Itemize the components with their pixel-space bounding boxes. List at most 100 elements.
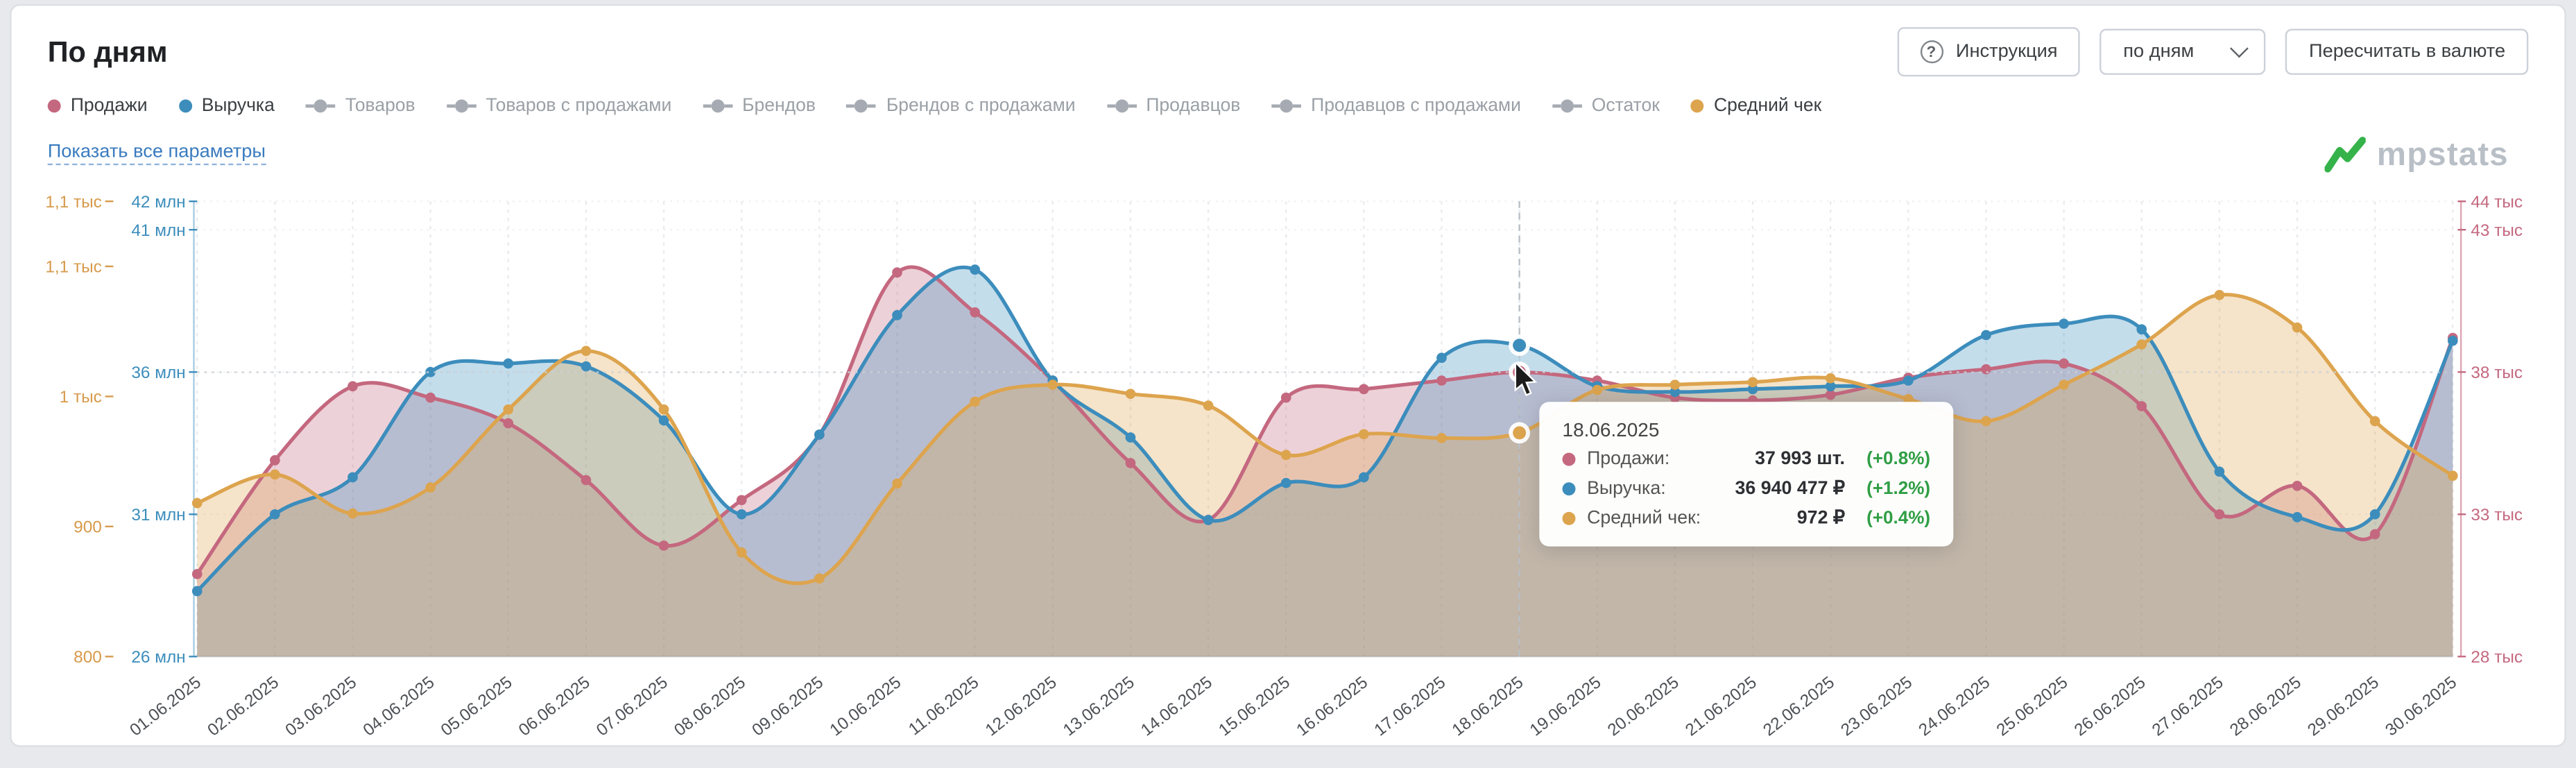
legend-item[interactable]: Остаток: [1552, 96, 1660, 116]
tooltip-row-sales: Продажи: 37 993 шт. (+0.8%): [1562, 449, 1931, 470]
chart-area: mpstats 1,1 тыс 1,1 тыс 1 тыс 900 800 42 млн 4…: [12, 137, 2565, 740]
svg-text:26.06.2025: 26.06.2025: [2071, 673, 2149, 740]
svg-text:17.06.2025: 17.06.2025: [1371, 673, 1450, 740]
sales-series-dot: [1562, 452, 1576, 466]
legend-item[interactable]: Товаров с продажами: [446, 96, 672, 117]
question-circle-icon: ?: [1919, 40, 1943, 64]
tooltip-series-name: Продажи:: [1587, 449, 1670, 470]
tooltip-series-change: (+1.2%): [1866, 478, 1931, 498]
svg-text:01.06.2025: 01.06.2025: [126, 673, 205, 740]
svg-text:44 тыс: 44 тыс: [2471, 193, 2523, 212]
legend-series-dot: [846, 99, 877, 113]
legend-item[interactable]: Продавцов: [1106, 96, 1241, 117]
link-row: Показать все параметры: [12, 116, 2565, 166]
avg-check-series-dot: [1562, 511, 1576, 524]
watermark-text: mpstats: [2376, 137, 2509, 173]
legend-item-label: Товаров с продажами: [486, 96, 672, 117]
legend-item-label: Продавцов: [1146, 96, 1241, 117]
svg-text:07.06.2025: 07.06.2025: [593, 673, 671, 740]
legend-series-dot: [1106, 99, 1137, 113]
legend-item[interactable]: Продавцов с продажами: [1271, 96, 1521, 116]
recalculate-currency-button[interactable]: Пересчитать в валюте: [2285, 28, 2529, 75]
svg-text:19.06.2025: 19.06.2025: [1527, 673, 1605, 740]
svg-text:18.06.2025: 18.06.2025: [1449, 673, 1527, 740]
svg-text:1 тыс: 1 тыс: [60, 388, 102, 407]
svg-text:04.06.2025: 04.06.2025: [360, 673, 438, 740]
legend-item[interactable]: Выручка: [178, 96, 275, 117]
svg-text:27.06.2025: 27.06.2025: [2149, 673, 2227, 740]
svg-text:16.06.2025: 16.06.2025: [1293, 673, 1371, 740]
legend-series-dot: [446, 99, 476, 113]
period-select-value: по дням: [2123, 42, 2195, 62]
legend-series-dot: [305, 99, 336, 113]
legend-item[interactable]: Товаров: [305, 96, 415, 117]
legend-series-dot: [1271, 99, 1301, 113]
svg-text:31 млн: 31 млн: [131, 506, 185, 524]
svg-text:13.06.2025: 13.06.2025: [1060, 673, 1138, 740]
legend-item-label: Товаров: [345, 96, 415, 117]
svg-text:41 млн: 41 млн: [131, 221, 185, 240]
legend-item-label: Продавцов с продажами: [1311, 96, 1521, 117]
instruction-button[interactable]: ? Инструкция: [1896, 27, 2081, 77]
svg-text:10.06.2025: 10.06.2025: [827, 673, 905, 740]
chart-canvas[interactable]: 1,1 тыс 1,1 тыс 1 тыс 900 800 42 млн 41 млн 36 …: [12, 188, 2565, 740]
legend-series-dot: [1552, 99, 1582, 113]
tooltip-series-name: Средний чек:: [1587, 507, 1701, 528]
svg-text:43 тыс: 43 тыс: [2471, 221, 2523, 240]
legend-item[interactable]: Брендов: [703, 96, 816, 116]
svg-text:12.06.2025: 12.06.2025: [982, 673, 1061, 740]
svg-text:1,1 тыс: 1,1 тыс: [45, 193, 102, 212]
svg-text:08.06.2025: 08.06.2025: [671, 673, 749, 740]
instruction-button-label: Инструкция: [1955, 42, 2058, 62]
card-header: По дням ? Инструкция по дням Пересчитать…: [12, 6, 2565, 77]
recalculate-currency-label: Пересчитать в валюте: [2308, 42, 2506, 62]
svg-text:28 тыс: 28 тыс: [2471, 648, 2523, 667]
header-controls: ? Инструкция по дням Пересчитать в валют…: [1896, 27, 2529, 77]
legend-item[interactable]: Продажи: [47, 96, 148, 117]
mouse-cursor-icon: [1513, 362, 1538, 397]
svg-text:03.06.2025: 03.06.2025: [282, 673, 361, 740]
svg-text:21.06.2025: 21.06.2025: [1682, 673, 1760, 740]
legend-item-label: Брендов с продажами: [886, 96, 1076, 117]
page-title: По дням: [47, 34, 168, 68]
svg-text:33 тыс: 33 тыс: [2471, 506, 2523, 524]
chart-card: По дням ? Инструкция по дням Пересчитать…: [10, 4, 2566, 747]
svg-text:38 тыс: 38 тыс: [2471, 364, 2523, 382]
legend-series-dot: [703, 99, 732, 113]
svg-text:29.06.2025: 29.06.2025: [2304, 673, 2382, 740]
period-select[interactable]: по дням: [2100, 28, 2267, 75]
legend-item-label: Продажи: [70, 96, 148, 117]
mpstats-logo-icon: [2324, 137, 2366, 173]
svg-text:900: 900: [74, 518, 102, 536]
legend-item-label: Выручка: [201, 96, 275, 117]
svg-text:24.06.2025: 24.06.2025: [1916, 673, 1994, 740]
svg-text:05.06.2025: 05.06.2025: [438, 673, 516, 740]
svg-text:11.06.2025: 11.06.2025: [905, 673, 982, 739]
tooltip-series-change: (+0.8%): [1866, 449, 1931, 470]
svg-text:25.06.2025: 25.06.2025: [1993, 673, 2072, 740]
svg-text:09.06.2025: 09.06.2025: [748, 673, 827, 740]
tooltip-date: 18.06.2025: [1562, 418, 1660, 442]
show-all-parameters-link[interactable]: Показать все параметры: [47, 142, 266, 166]
svg-text:15.06.2025: 15.06.2025: [1215, 673, 1294, 740]
revenue-series-dot: [1562, 481, 1576, 495]
svg-text:30.06.2025: 30.06.2025: [2382, 673, 2460, 740]
legend-item[interactable]: Брендов с продажами: [846, 96, 1076, 117]
tooltip-series-value: 37 993 шт.: [1755, 449, 1845, 470]
tooltip-series-value: 972 ₽: [1796, 509, 1845, 529]
legend-item-label: Брендов: [742, 96, 816, 117]
legend-item[interactable]: Средний чек: [1690, 96, 1822, 117]
svg-text:23.06.2025: 23.06.2025: [1837, 673, 1916, 740]
tooltip-series-value: 36 940 477 ₽: [1735, 479, 1845, 499]
page: По дням ? Инструкция по дням Пересчитать…: [0, 4, 2576, 768]
legend-series-dot: [47, 99, 61, 113]
legend-series-dot: [178, 99, 192, 113]
svg-text:22.06.2025: 22.06.2025: [1760, 673, 1838, 740]
svg-text:26 млн: 26 млн: [131, 648, 185, 667]
svg-text:800: 800: [74, 648, 102, 667]
svg-text:36 млн: 36 млн: [131, 364, 185, 382]
svg-text:14.06.2025: 14.06.2025: [1137, 673, 1216, 740]
chart-legend: Продажи Выручка Товаров Товаров с продажами…: [12, 76, 2565, 116]
svg-text:06.06.2025: 06.06.2025: [515, 673, 594, 740]
legend-item-label: Средний чек: [1714, 96, 1822, 117]
